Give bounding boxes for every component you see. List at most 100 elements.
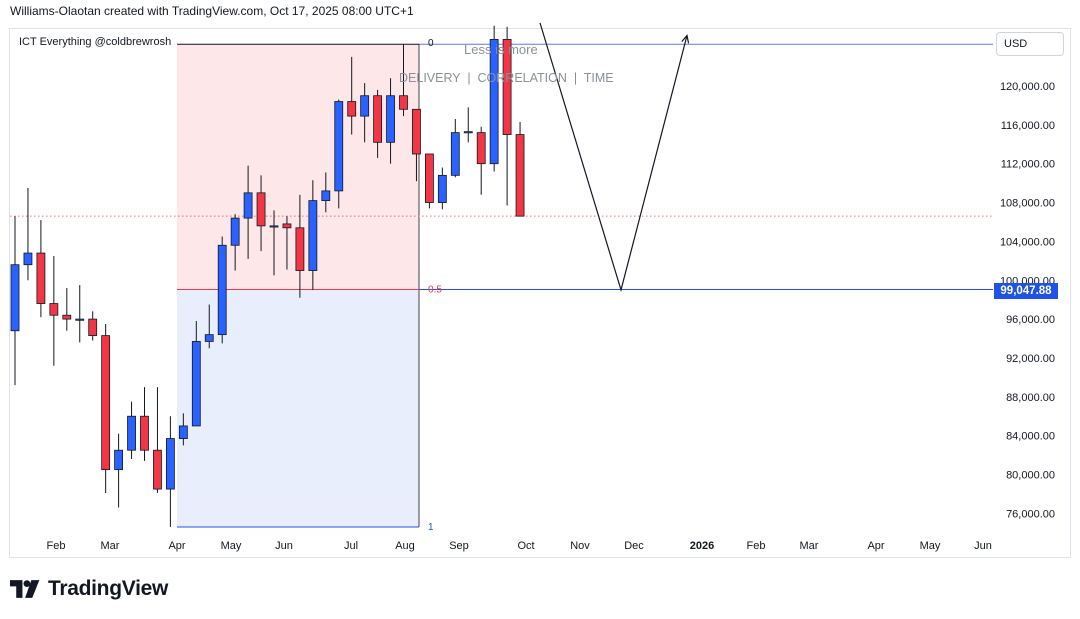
candle — [502, 26, 512, 206]
candle — [153, 387, 162, 493]
chart-attribution: Williams-Olaotan created with TradingVie… — [10, 4, 414, 18]
time-tick: Feb — [47, 540, 66, 552]
candle — [49, 255, 59, 366]
time-tick: May — [920, 540, 941, 552]
time-axis[interactable]: Feb Mar Apr May Jun Jul Aug Sep Oct Nov Dec 2026 Feb… — [47, 540, 992, 552]
candle-body — [334, 101, 344, 192]
candle-body — [321, 190, 331, 202]
time-tick: Jul — [344, 540, 358, 552]
candle — [269, 210, 279, 276]
candle-body — [49, 303, 59, 316]
candle — [88, 311, 98, 341]
candle-body — [308, 200, 318, 271]
tradingview-logo: TradingView — [10, 577, 168, 601]
candle-body — [437, 174, 447, 203]
candle-body — [153, 449, 162, 490]
candle — [230, 214, 240, 271]
candle-body — [256, 192, 266, 227]
chart-frame — [9, 28, 1071, 558]
candle — [295, 194, 305, 298]
candle — [127, 401, 136, 459]
price-tick: 92,000.00 — [1006, 353, 1055, 365]
price-tick: 116,000.00 — [1001, 120, 1055, 132]
candle-body — [191, 341, 201, 427]
candle — [321, 172, 331, 213]
time-tick: Sep — [449, 540, 469, 552]
candle — [515, 121, 525, 217]
candle — [114, 433, 123, 508]
candle-body — [217, 244, 227, 336]
candle-body — [23, 252, 33, 266]
tradingview-logo-icon — [10, 580, 40, 598]
time-tick: Feb — [747, 540, 766, 552]
candle-body — [386, 95, 395, 143]
time-tick: Oct — [517, 540, 534, 552]
candle — [282, 216, 292, 270]
candle — [165, 416, 175, 527]
candle — [386, 78, 395, 164]
candle-body — [269, 225, 279, 228]
candle-body — [463, 131, 473, 134]
candle — [308, 180, 318, 290]
time-tick: Dec — [624, 540, 644, 552]
time-tick: 2026 — [690, 540, 714, 552]
candle — [437, 167, 447, 210]
fib-label: 1 — [428, 522, 434, 533]
time-tick: Jun — [275, 540, 293, 552]
candle-body — [476, 132, 486, 165]
price-tick: 96,000.00 — [1006, 314, 1055, 326]
currency-selector[interactable]: USD — [996, 32, 1064, 56]
price-tick: 88,000.00 — [1006, 392, 1055, 404]
candle-body — [88, 318, 98, 337]
candle — [256, 175, 266, 252]
candles — [10, 25, 525, 527]
price-tick: 84,000.00 — [1006, 431, 1055, 443]
time-tick: Mar — [101, 540, 120, 552]
time-tick: May — [221, 540, 242, 552]
candle — [75, 285, 85, 343]
candle — [347, 56, 357, 135]
candle-body — [489, 38, 499, 165]
candle — [62, 288, 72, 331]
candle-body — [502, 38, 512, 135]
candle — [373, 89, 383, 158]
candle-body — [230, 217, 240, 246]
time-tick: Apr — [168, 540, 185, 552]
time-tick: Jun — [974, 540, 992, 552]
candle-body — [450, 132, 460, 176]
projection-path — [539, 22, 690, 293]
candle — [204, 304, 214, 349]
time-tick: Aug — [395, 540, 415, 552]
candle — [424, 153, 434, 209]
candle-body — [140, 415, 149, 451]
candle-body — [347, 101, 357, 117]
fib-label: 0.5 — [428, 284, 442, 295]
candle-body — [243, 192, 253, 219]
candle — [360, 83, 370, 143]
price-tick: 108,000.00 — [1000, 198, 1055, 210]
candle-body — [101, 335, 111, 471]
candle — [10, 216, 20, 386]
candle-body — [127, 415, 136, 451]
fib-labels: 00.51 — [428, 38, 442, 533]
candle — [489, 25, 499, 172]
price-tick: 76,000.00 — [1006, 508, 1055, 520]
candle-body — [204, 334, 214, 342]
time-tick: Nov — [570, 540, 590, 552]
fib-lines — [10, 43, 993, 528]
candle — [399, 44, 408, 117]
candle — [450, 119, 460, 178]
price-tick: 80,000.00 — [1006, 470, 1055, 482]
candle-body — [360, 95, 370, 117]
annotation-less-is-more: Less is more — [464, 42, 538, 57]
tradingview-wordmark: TradingView — [48, 577, 169, 600]
candle — [217, 236, 227, 344]
candle-body — [165, 438, 175, 490]
price-axis[interactable]: 76,000.00 80,000.00 84,000.00 88,000.00 92,0… — [1000, 81, 1055, 520]
current-price-label: 99,047.88 — [994, 283, 1058, 299]
indicator-label: ICT Everything @coldbrewrosh — [19, 36, 171, 48]
candle — [412, 108, 421, 182]
candle-body — [295, 227, 305, 271]
candle-body — [399, 95, 408, 110]
